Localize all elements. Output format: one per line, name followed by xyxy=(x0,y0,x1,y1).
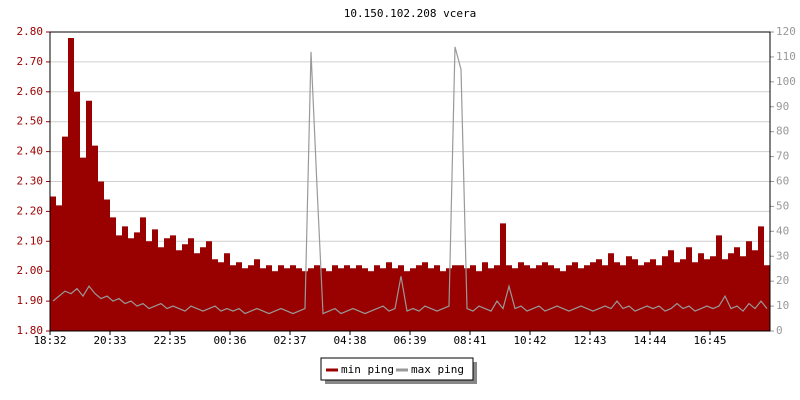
y-tick-label: 2.50 xyxy=(17,115,44,128)
y2-tick-label: 20 xyxy=(776,274,789,287)
legend-label: min ping xyxy=(341,363,394,376)
y-tick-label: 2.80 xyxy=(17,25,44,38)
legend: min ping max ping xyxy=(320,357,477,384)
y-tick-label: 2.20 xyxy=(17,204,44,217)
x-tick-label: 16:45 xyxy=(693,334,726,347)
min-ping-area xyxy=(50,37,770,331)
y2-tick-label: 10 xyxy=(776,299,789,312)
x-tick-label: 14:44 xyxy=(633,334,666,347)
x-tick-label: 12:43 xyxy=(573,334,606,347)
max-ping-line xyxy=(52,46,768,315)
plot-frame xyxy=(49,31,771,332)
y-tick-label: 2.30 xyxy=(17,175,44,188)
y-tick-label: 2.10 xyxy=(17,234,44,247)
y2-tick-label: 100 xyxy=(776,75,796,88)
y-tick-label: 2.70 xyxy=(17,55,44,68)
y2-tick-label: 80 xyxy=(776,125,789,138)
y-tick-label: 1.90 xyxy=(17,294,44,307)
x-tick-label: 20:33 xyxy=(93,334,126,347)
x-tick-label: 08:41 xyxy=(453,334,486,347)
y-tick-label: 2.00 xyxy=(17,264,44,277)
x-tick-label: 22:35 xyxy=(153,334,186,347)
y2-tick-label: 120 xyxy=(776,25,796,38)
x-tick-label: 18:32 xyxy=(33,334,66,347)
x-tick-label: 10:42 xyxy=(513,334,546,347)
y2-tick-label: 110 xyxy=(776,50,796,63)
y-tick-label: 1.80 xyxy=(17,324,44,337)
x-tick-label: 00:36 xyxy=(213,334,246,347)
y2-tick-label: 0 xyxy=(776,324,783,337)
y-tick-label: 2.60 xyxy=(17,85,44,98)
x-tick-label: 02:37 xyxy=(273,334,306,347)
x-tick-label: 04:38 xyxy=(333,334,366,347)
legend-label: max ping xyxy=(411,363,464,376)
chart-title: 10.150.102.208 vcera xyxy=(344,7,476,20)
y2-tick-label: 30 xyxy=(776,249,789,262)
y2-tick-label: 60 xyxy=(776,175,789,188)
y-tick-label: 2.40 xyxy=(17,145,44,158)
x-tick-label: 06:39 xyxy=(393,334,426,347)
y2-tick-label: 50 xyxy=(776,199,789,212)
y2-tick-label: 40 xyxy=(776,224,789,237)
y2-tick-label: 90 xyxy=(776,100,789,113)
y2-tick-label: 70 xyxy=(776,150,789,163)
